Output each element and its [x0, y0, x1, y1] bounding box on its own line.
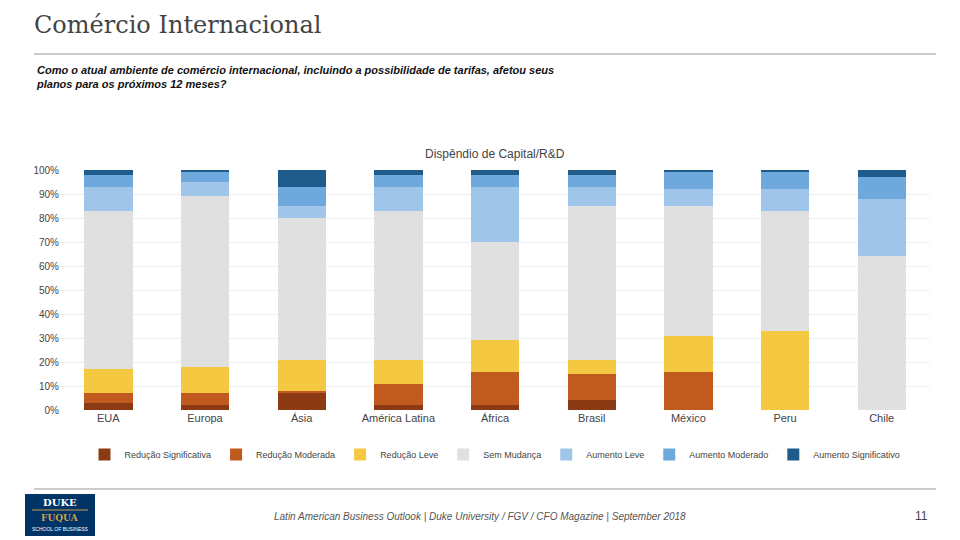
svg-text:Redução Leve: Redução Leve	[380, 450, 438, 460]
svg-text:Brasil: Brasil	[578, 412, 606, 424]
svg-text:80%: 80%	[39, 213, 59, 224]
svg-text:40%: 40%	[39, 309, 59, 320]
svg-text:América Latina: América Latina	[362, 412, 436, 424]
svg-text:SCHOOL OF BUSINESS: SCHOOL OF BUSINESS	[32, 526, 89, 532]
svg-text:20%: 20%	[39, 357, 59, 368]
svg-text:30%: 30%	[39, 333, 59, 344]
svg-text:0%: 0%	[45, 405, 60, 416]
svg-text:Chile: Chile	[869, 412, 894, 424]
svg-text:México: México	[671, 412, 706, 424]
svg-text:Redução Significativa: Redução Significativa	[125, 450, 212, 460]
svg-text:Peru: Peru	[773, 412, 796, 424]
svg-text:Aumento Moderado: Aumento Moderado	[689, 450, 768, 460]
svg-text:DUKE: DUKE	[43, 497, 77, 508]
svg-text:Como o atual ambiente de comér: Como o atual ambiente de comércio intern…	[36, 64, 554, 90]
svg-text:Ásia: Ásia	[291, 412, 313, 424]
svg-text:Aumento Significativo: Aumento Significativo	[813, 450, 900, 460]
svg-text:60%: 60%	[39, 261, 59, 272]
svg-text:EUA: EUA	[97, 412, 120, 424]
svg-text:Aumento Leve: Aumento Leve	[586, 450, 644, 460]
svg-text:90%: 90%	[39, 189, 59, 200]
svg-text:Dispêndio de Capital/R&D: Dispêndio de Capital/R&D	[425, 147, 565, 161]
svg-text:11: 11	[915, 509, 928, 523]
svg-text:10%: 10%	[39, 381, 59, 392]
svg-text:50%: 50%	[39, 285, 59, 296]
svg-text:Redução Moderada: Redução Moderada	[256, 450, 335, 460]
svg-text:África: África	[481, 412, 510, 424]
svg-text:Sem Mudança: Sem Mudança	[483, 450, 541, 460]
svg-text:Europa: Europa	[187, 412, 223, 424]
svg-text:Latin American Business Outloo: Latin American Business Outlook | Duke U…	[274, 511, 686, 522]
svg-text:Comércio Internacional: Comércio Internacional	[34, 11, 321, 39]
svg-text:70%: 70%	[39, 237, 59, 248]
svg-text:FUQUA: FUQUA	[41, 513, 79, 523]
svg-text:100%: 100%	[33, 165, 59, 176]
